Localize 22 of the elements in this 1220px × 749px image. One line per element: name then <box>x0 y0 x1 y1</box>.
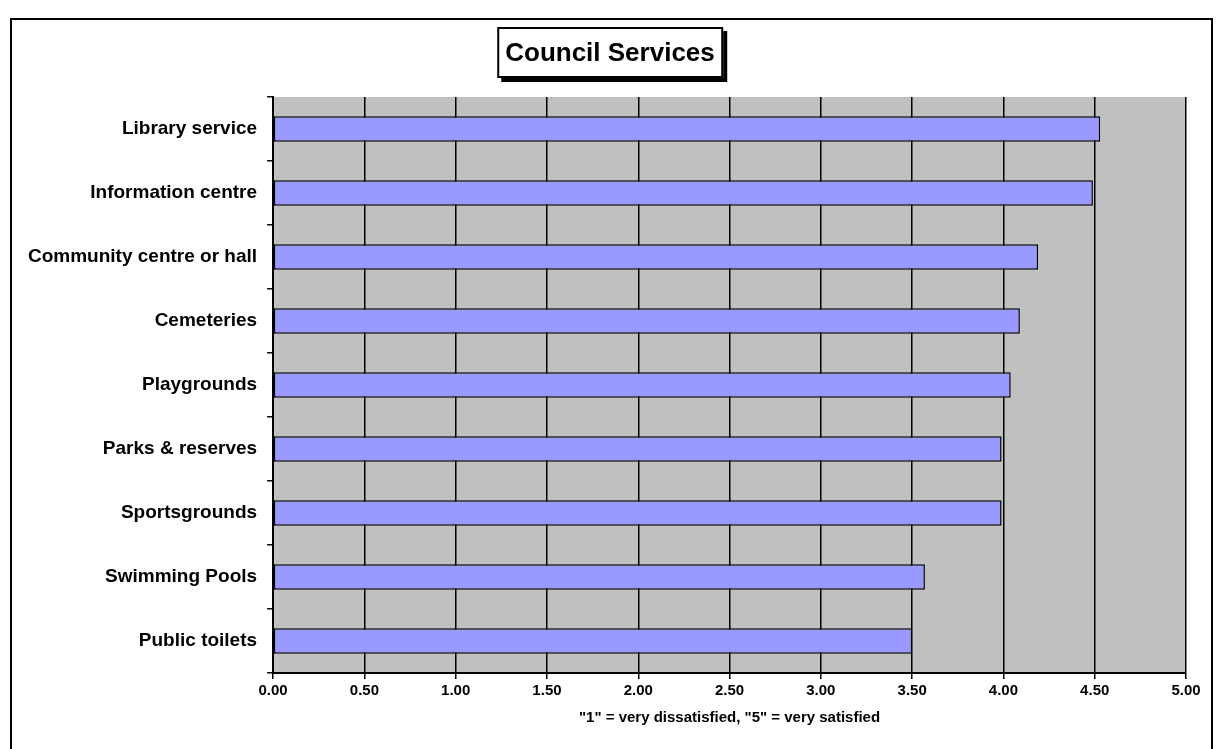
x-tick-label: 2.50 <box>714 681 745 699</box>
y-tick-label: Parks & reserves <box>102 437 258 459</box>
x-tick-label: 2.00 <box>623 681 653 699</box>
y-tick-label: Public toilets <box>138 629 258 651</box>
x-tick-label: 4.50 <box>1080 681 1110 699</box>
x-tick-label: 0.50 <box>349 681 379 699</box>
x-tick-label: 4.00 <box>988 681 1019 699</box>
chart-title: Council Services <box>497 27 723 78</box>
x-tick-label: 1.50 <box>532 681 562 699</box>
x-tick-label: 5.00 <box>1171 681 1201 699</box>
y-tick-label: Information centre <box>90 181 258 203</box>
y-tick-label: Playgrounds <box>142 373 258 395</box>
y-tick-label: Sportsgrounds <box>120 501 258 523</box>
x-tick-label: 3.50 <box>897 681 927 699</box>
x-tick-label: 0.00 <box>258 681 288 699</box>
x-tick-label: 3.00 <box>806 681 836 699</box>
x-tick-label: 1.00 <box>441 681 471 699</box>
y-tick-label: Swimming Pools <box>105 565 258 587</box>
y-tick-label: Library service <box>121 117 258 139</box>
y-tick-label: Community centre or hall <box>27 245 258 267</box>
x-axis-title: "1" = very dissatisfied, "5" = very satisfied <box>578 708 881 726</box>
y-tick-label: Cemeteries <box>154 309 258 331</box>
